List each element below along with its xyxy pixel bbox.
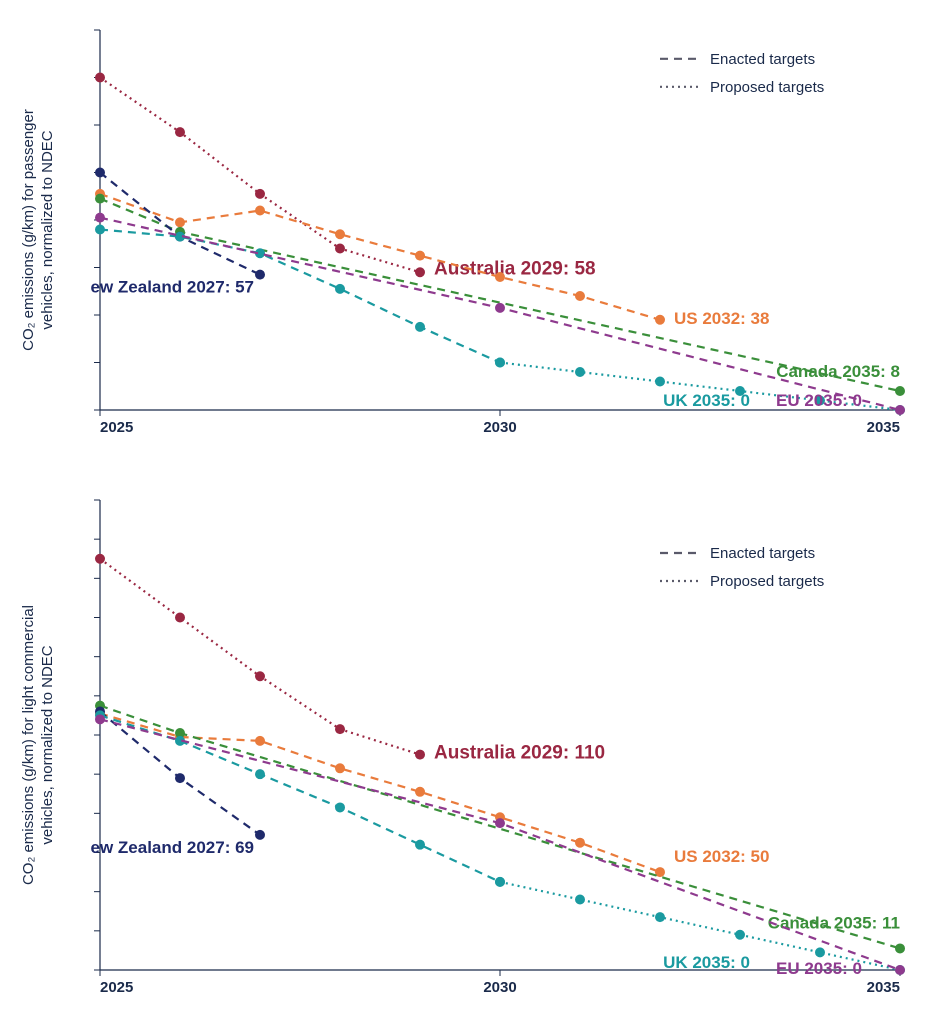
series-marker-uk [335,802,345,812]
series-marker-eu [495,818,505,828]
series-marker-australia [175,613,185,623]
series-marker-uk-proposed [575,895,585,905]
series-marker-nz [255,830,265,840]
y-axis-label: CO₂ emissions (g/km) for light commercia… [20,490,80,1000]
series-marker-australia [255,189,265,199]
x-tick-label: 2030 [483,419,516,436]
series-marker-uk [335,284,345,294]
series-marker-uk-proposed [815,947,825,957]
series-marker-uk-proposed [655,912,665,922]
series-marker-australia [335,724,345,734]
series-annotation-us: US 2032: 50 [674,847,769,866]
series-marker-eu [95,213,105,223]
series-marker-nz [255,270,265,280]
series-marker-us [575,291,585,301]
series-annotation-australia: Australia 2029: 58 [434,258,596,279]
series-marker-uk [255,769,265,779]
series-marker-canada [895,386,905,396]
series-marker-uk [415,840,425,850]
x-tick-label: 2025 [100,979,133,996]
y-axis-label-line1: CO₂ emissions (g/km) for light commercia… [20,490,39,1000]
y-axis-label: CO₂ emissions (g/km) for passengervehicl… [20,20,80,440]
series-marker-australia [175,127,185,137]
series-annotation-australia: Australia 2029: 110 [434,743,605,764]
legend-label-proposed: Proposed targets [710,79,824,96]
series-marker-eu [895,965,905,975]
series-marker-us [415,787,425,797]
y-axis-label-line1: CO₂ emissions (g/km) for passenger [20,20,39,440]
series-marker-uk-proposed [495,358,505,368]
series-marker-australia [255,671,265,681]
legend-label-enacted: Enacted targets [710,545,815,562]
series-marker-australia [335,244,345,254]
series-marker-uk-proposed [735,930,745,940]
series-marker-canada [895,943,905,953]
series-marker-uk-proposed [575,367,585,377]
series-annotation-eu: EU 2035: 0 [776,391,862,410]
series-marker-uk-proposed [655,377,665,387]
chart-panel-passenger: 020406080100120140160202520302035Austral… [90,20,910,440]
series-marker-us [255,736,265,746]
series-annotation-nz: New Zealand 2027: 57 [90,278,254,297]
series-marker-uk-proposed [495,877,505,887]
series-marker-uk [95,225,105,235]
legend-label-enacted: Enacted targets [710,51,815,68]
series-marker-nz [175,773,185,783]
series-marker-australia [415,750,425,760]
x-tick-label: 2035 [867,979,900,996]
y-axis-label-line2: vehicles, normalized to NDEC [39,490,58,1000]
series-marker-australia [95,554,105,564]
x-tick-label: 2035 [867,419,900,436]
series-marker-us [495,272,505,282]
x-tick-label: 2025 [100,419,133,436]
figure: 020406080100120140160202520302035Austral… [0,0,938,1024]
plot-svg: 0204060801001201401601802002202402025203… [90,490,910,1000]
series-marker-us [175,217,185,227]
series-line-us [100,194,660,320]
x-tick-label: 2030 [483,979,516,996]
series-annotation-us: US 2032: 38 [674,309,769,328]
series-annotation-uk-proposed: UK 2035: 0 [663,391,750,410]
series-marker-us [415,251,425,261]
series-marker-us [575,838,585,848]
series-marker-australia [415,267,425,277]
series-marker-eu [895,405,905,415]
series-line-australia [100,559,420,755]
series-annotation-canada: Canada 2035: 8 [776,362,900,381]
series-line-eu [100,218,900,410]
series-annotation-uk-proposed: UK 2035: 0 [663,953,750,972]
series-marker-canada [95,194,105,204]
series-marker-eu [95,714,105,724]
series-annotation-eu: EU 2035: 0 [776,959,862,978]
series-marker-us [335,229,345,239]
y-axis-label-line2: vehicles, normalized to NDEC [39,20,58,440]
plot-svg: 020406080100120140160202520302035Austral… [90,20,910,440]
series-marker-nz [95,168,105,178]
series-marker-australia [95,73,105,83]
legend-label-proposed: Proposed targets [710,573,824,590]
series-marker-us [335,763,345,773]
chart-panel-lightcommercial: 0204060801001201401601802002202402025203… [90,490,910,1000]
series-annotation-nz: New Zealand 2027: 69 [90,838,254,857]
series-marker-uk [415,322,425,332]
series-marker-eu [495,303,505,313]
series-marker-us [655,315,665,325]
series-marker-us [255,206,265,216]
